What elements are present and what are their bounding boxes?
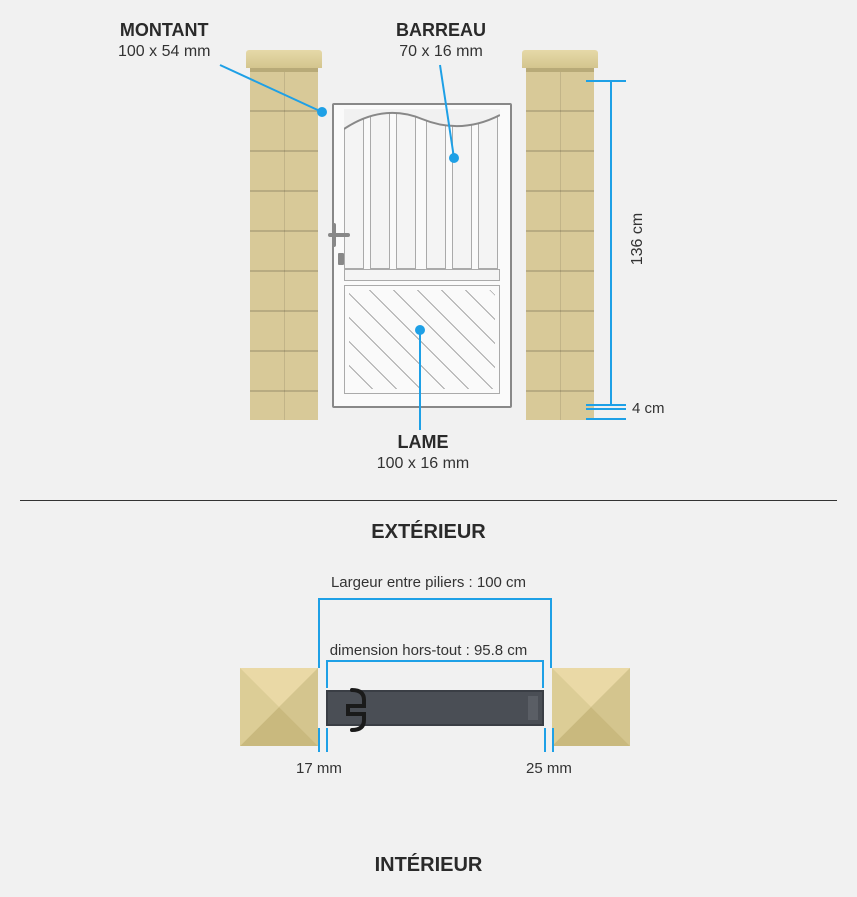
gap-right-bracket (544, 728, 554, 752)
exterior-heading: EXTÉRIEUR (20, 521, 837, 544)
elevation-diagram: MONTANT 100 x 54 mm BARREAU 70 x 16 mm L… (20, 0, 837, 480)
divider (20, 500, 837, 501)
gap-right-value: 25 mm (526, 760, 572, 777)
plan-view-diagram: Largeur entre piliers : 100 cm dimension… (20, 564, 837, 834)
lame-marker (415, 325, 425, 335)
hinge-icon (346, 686, 368, 734)
pillar-top-left (240, 668, 318, 746)
gap-left-value: 17 mm (296, 760, 342, 777)
montant-marker (317, 107, 327, 117)
gate-plan-bar (326, 690, 544, 726)
width-between-pillars-label: Largeur entre piliers : 100 cm (331, 574, 526, 591)
gap-left-bracket (318, 728, 328, 752)
overall-dimension-label: dimension hors-tout : 95.8 cm (330, 642, 528, 659)
interior-heading: INTÉRIEUR (20, 854, 837, 877)
inner-bracket (326, 660, 544, 688)
barreau-marker (449, 153, 459, 163)
pillar-top-right (552, 668, 630, 746)
leader-lines (20, 0, 837, 480)
